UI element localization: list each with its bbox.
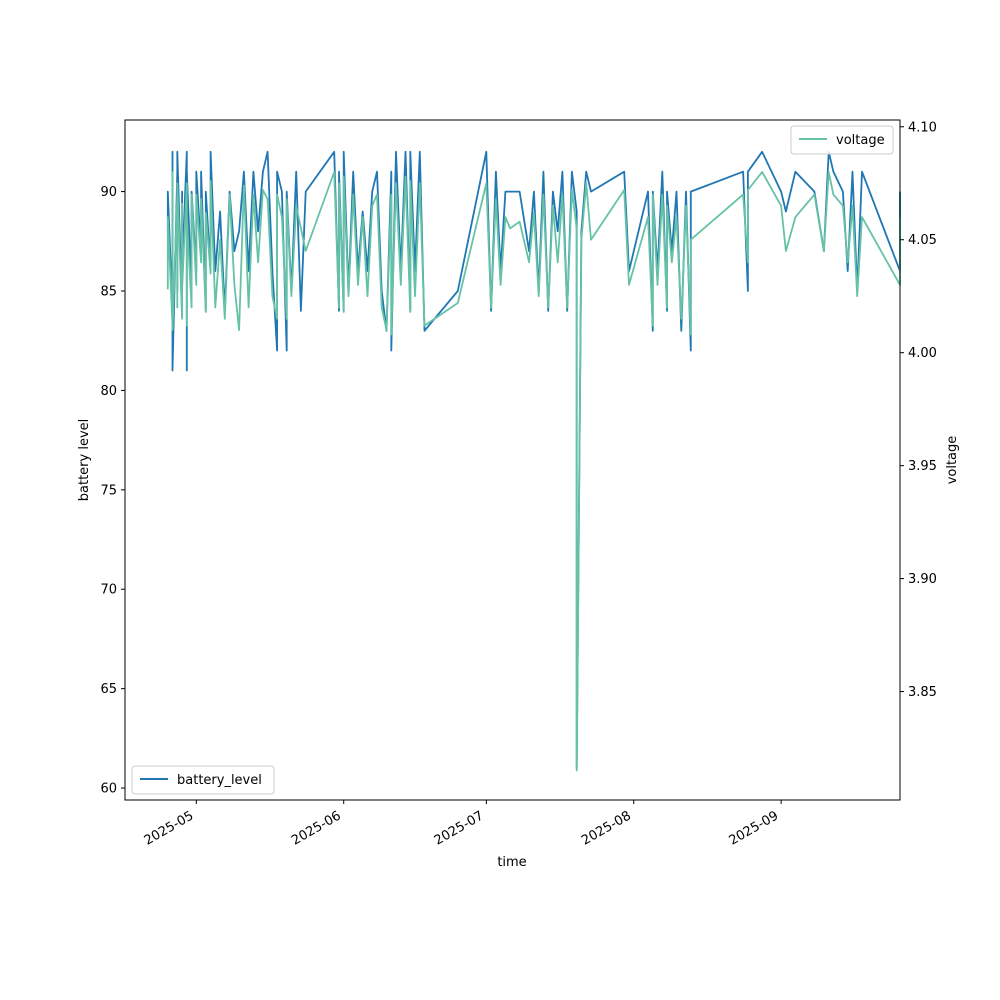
y-tick-label: 70: [100, 583, 117, 598]
y-tick-label: 60: [100, 782, 117, 797]
y2-tick-label: 4.10: [908, 120, 937, 135]
legend-left: battery_level: [131, 765, 275, 795]
y-axis-left-title: battery level: [77, 419, 92, 502]
y-tick-label: 80: [100, 384, 117, 399]
y-tick-label: 75: [100, 483, 117, 498]
legend-left-label: battery_level: [177, 773, 262, 788]
y2-tick-label: 4.05: [908, 233, 937, 248]
y2-tick-label: 3.85: [908, 685, 937, 700]
y-axis-right-title: voltage: [945, 436, 960, 485]
y-tick-label: 90: [100, 185, 117, 200]
y2-tick-label: 3.90: [908, 572, 937, 587]
y-tick-label: 65: [100, 682, 117, 697]
series-layer: [166, 150, 901, 772]
x-axis-title: time: [497, 855, 526, 870]
series-line-voltage: [166, 171, 901, 772]
legend-right-box: [790, 125, 894, 155]
plot-frame: [124, 119, 901, 801]
legend-right-label: voltage: [836, 133, 885, 148]
y-axis-right: 3.85 3.90 3.95 4.00 4.05 4.10: [900, 120, 937, 700]
y-tick-label: 85: [100, 284, 117, 299]
y2-tick-label: 3.95: [908, 459, 937, 474]
y-axis-left: 60 65 70 75 80 85 90: [100, 185, 125, 797]
legend-left-box: [131, 765, 275, 795]
legend-right: voltage: [790, 125, 894, 155]
y2-tick-label: 4.00: [908, 346, 937, 361]
